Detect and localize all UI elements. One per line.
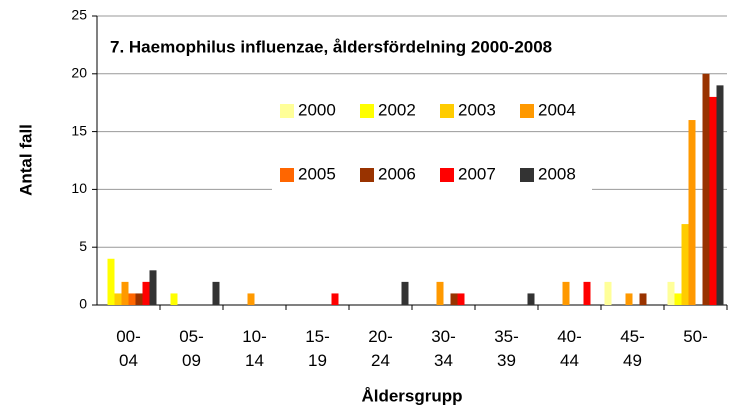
- legend-background: [272, 160, 592, 190]
- bar: [709, 96, 717, 305]
- legend-label: 2002: [378, 100, 416, 119]
- bar: [702, 73, 710, 305]
- bar: [401, 281, 409, 305]
- bar: [107, 258, 115, 305]
- x-tick-label: 05-09: [179, 327, 204, 370]
- bar: [674, 293, 682, 305]
- bar: [562, 281, 570, 305]
- y-tick-label: 20: [71, 65, 87, 81]
- x-tick-label: 15-19: [305, 327, 330, 370]
- x-tick-label: 35-39: [494, 327, 519, 370]
- y-tick-label: 15: [71, 122, 87, 138]
- bar: [716, 85, 724, 305]
- bar: [114, 293, 122, 305]
- legend-label: 2004: [538, 100, 576, 119]
- bar: [247, 293, 255, 305]
- bar: [583, 281, 591, 305]
- bar: [436, 281, 444, 305]
- legend-swatch: [520, 168, 534, 182]
- legend-label: 2000: [298, 100, 336, 119]
- bar: [135, 293, 143, 305]
- y-axis-label: Antal fall: [16, 124, 35, 196]
- legend-swatch: [440, 104, 454, 118]
- legend-label: 2007: [458, 164, 496, 183]
- legend-label: 2008: [538, 164, 576, 183]
- legend-label: 2005: [298, 164, 336, 183]
- x-tick-label: 45-49: [620, 327, 645, 370]
- x-tick-label: 50-: [683, 327, 708, 346]
- bar: [450, 293, 458, 305]
- legend-swatch: [440, 168, 454, 182]
- bar: [128, 293, 136, 305]
- y-tick-label: 25: [71, 7, 87, 23]
- bar: [604, 281, 612, 305]
- bar: [527, 293, 535, 305]
- legend-label: 2003: [458, 100, 496, 119]
- legend-background: [272, 96, 592, 126]
- legend-swatch: [360, 104, 374, 118]
- x-tick-label: 00-04: [116, 327, 141, 370]
- bar: [667, 281, 675, 305]
- x-tick-label: 30-34: [431, 327, 456, 370]
- y-tick-label: 10: [71, 180, 87, 196]
- x-axis-label: Åldersgrupp: [361, 386, 462, 405]
- bar: [170, 293, 178, 305]
- y-tick-label: 5: [79, 238, 87, 254]
- bar: [457, 293, 465, 305]
- x-tick-label: 40-44: [557, 327, 582, 370]
- chart-title: 7. Haemophilus influenzae, åldersfördeln…: [110, 37, 552, 56]
- legend-swatch: [280, 168, 294, 182]
- bar: [149, 270, 157, 305]
- bar: [121, 281, 129, 305]
- legend-swatch: [520, 104, 534, 118]
- bar: [142, 281, 150, 305]
- x-tick-label: 10-14: [242, 327, 267, 370]
- x-tick-label: 20-24: [368, 327, 393, 370]
- bar: [639, 293, 647, 305]
- bar: [331, 293, 339, 305]
- legend-swatch: [280, 104, 294, 118]
- bar: [681, 224, 689, 305]
- legend-swatch: [360, 168, 374, 182]
- y-tick-label: 0: [79, 296, 87, 312]
- bar: [688, 120, 696, 305]
- bar: [212, 281, 220, 305]
- bar: [625, 293, 633, 305]
- legend-label: 2006: [378, 164, 416, 183]
